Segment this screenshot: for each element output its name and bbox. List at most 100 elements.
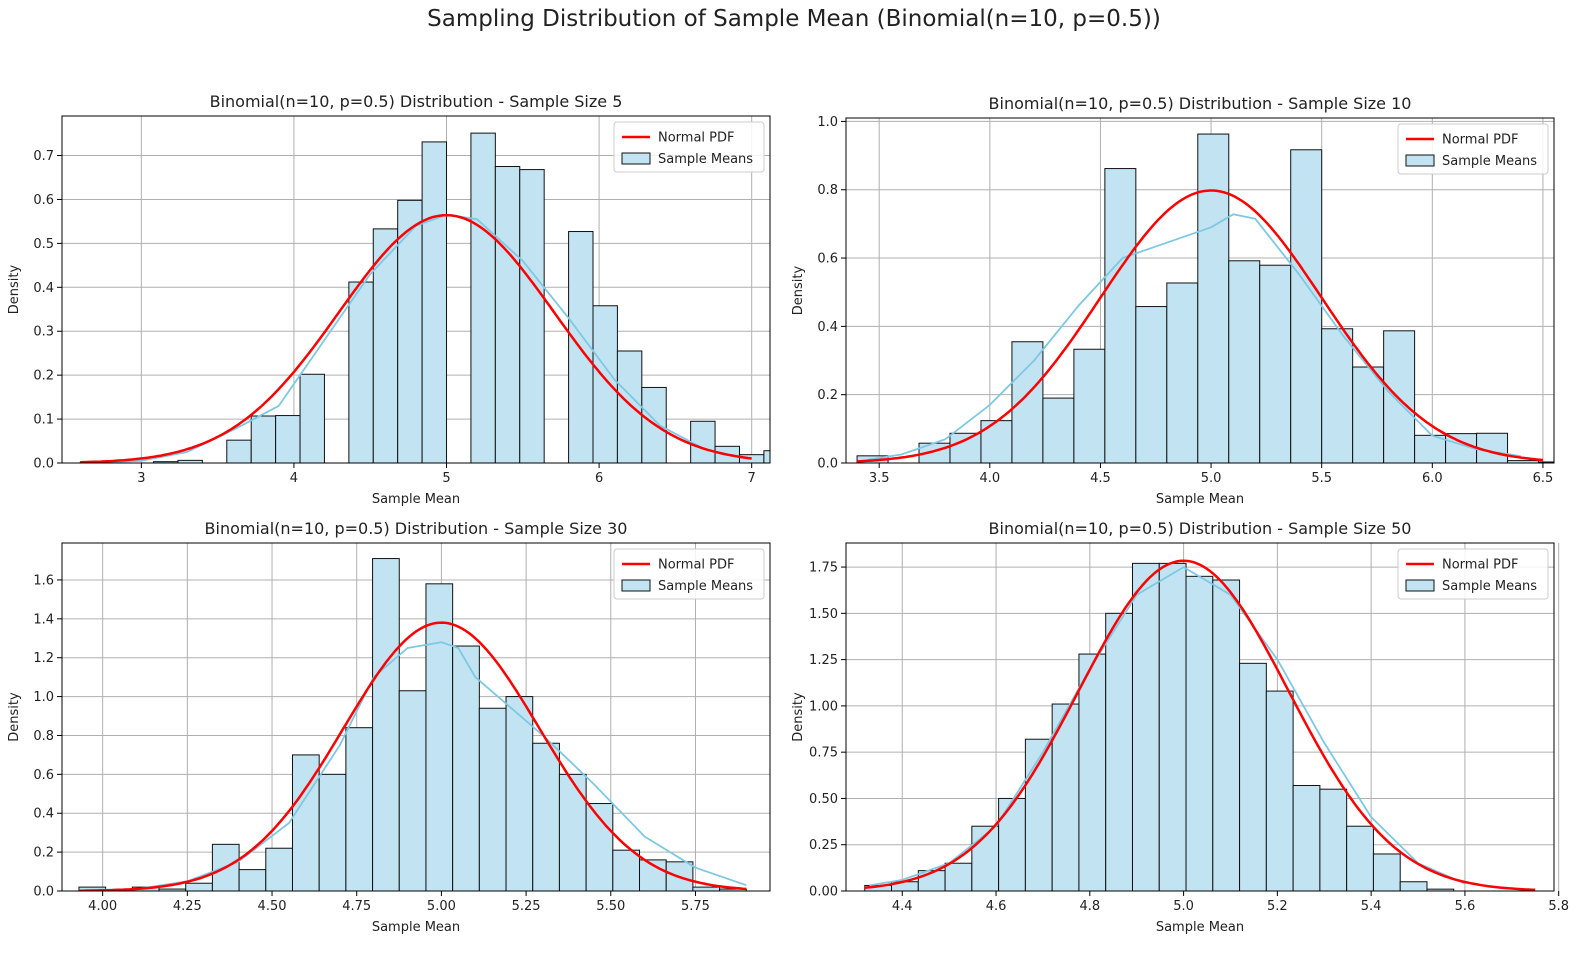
- x-tick-label: 5.8: [1548, 899, 1569, 914]
- y-tick-label: 1.75: [809, 561, 838, 576]
- y-tick-label: 0.6: [817, 252, 838, 267]
- kde-curve: [869, 566, 1466, 887]
- histogram-bar: [592, 305, 618, 463]
- y-tick-label: 0.7: [33, 149, 54, 164]
- x-tick-label: 5.4: [1361, 899, 1382, 914]
- normal-pdf-curve: [857, 189, 1544, 463]
- x-tick-label: 4.75: [342, 899, 371, 914]
- x-tick-label: 5.50: [596, 899, 625, 914]
- histogram-bar: [519, 169, 545, 463]
- x-tick-label: 4.5: [1090, 471, 1111, 486]
- y-tick-label: 0.2: [817, 388, 838, 403]
- x-axis-label: Sample Mean: [1156, 920, 1244, 935]
- y-tick-label: 1.6: [33, 573, 54, 588]
- legend: Normal PDF Sample Means: [1397, 123, 1549, 175]
- x-tick-label: 4: [290, 471, 298, 486]
- plot-area: [864, 559, 1536, 891]
- histogram-bar: [612, 849, 641, 891]
- histogram-bar: [690, 420, 716, 463]
- y-tick-label: 0.50: [809, 792, 838, 807]
- x-tick-label: 4.8: [1079, 899, 1100, 914]
- subplot-3: 4.00 4.25 4.50 4.75 5.00 5.25 5.50 5.75 0.0 0.2 0.…: [7, 519, 771, 935]
- y-tick-label: 0.8: [817, 183, 838, 198]
- histogram-bar: [250, 415, 277, 463]
- x-axis-label: Sample Mean: [372, 492, 460, 507]
- legend: Normal PDF Sample Means: [1397, 548, 1549, 600]
- legend-bar-swatch: [1405, 154, 1435, 167]
- y-axis-label: Density: [791, 692, 806, 742]
- histogram-bar: [585, 803, 614, 891]
- normal-pdf-curve: [864, 559, 1536, 891]
- axes-frame: [61, 115, 771, 464]
- x-tick-label: 7: [748, 471, 756, 486]
- histogram-bar: [1372, 853, 1401, 891]
- histogram-bar: [998, 797, 1026, 891]
- y-tick-label: 1.2: [33, 651, 54, 666]
- histogram-bar: [1383, 330, 1416, 463]
- y-tick-label: 0.4: [33, 807, 54, 822]
- x-tick-label: 5.0: [1173, 899, 1194, 914]
- x-tick-label: 5.5: [1311, 471, 1332, 486]
- histogram-bar: [1239, 662, 1267, 891]
- x-tick-label: 6.5: [1533, 471, 1554, 486]
- x-tick-label: 4.00: [88, 899, 117, 914]
- legend-box: [1397, 123, 1549, 175]
- y-tick-label: 1.0: [33, 690, 54, 705]
- histogram-bar: [275, 415, 301, 463]
- subplot-title: Binomial(n=10, p=0.5) Distribution - Sam…: [205, 519, 628, 538]
- x-tick-label: 5: [442, 471, 450, 486]
- histogram-bar: [1265, 690, 1294, 891]
- histogram-bar: [211, 843, 240, 891]
- y-axis-label: Density: [791, 265, 806, 315]
- y-tick-label: 0.4: [817, 320, 838, 335]
- histogram-bar: [1414, 434, 1447, 463]
- x-tick-label: 3: [137, 471, 145, 486]
- histogram-bar: [616, 350, 643, 463]
- x-axis-label: Sample Mean: [372, 920, 460, 935]
- histogram-bar: [372, 228, 399, 463]
- legend-bar-label: Sample Means: [1442, 579, 1537, 594]
- histogram-bar: [1078, 653, 1107, 891]
- histogram-bar: [226, 439, 252, 463]
- histogram-bar: [372, 558, 400, 891]
- y-tick-label: 0.8: [33, 729, 54, 744]
- subplot-title: Binomial(n=10, p=0.5) Distribution - Sam…: [210, 92, 623, 111]
- y-tick-label: 0.0: [817, 457, 838, 472]
- histogram-bar: [238, 869, 267, 891]
- legend-bar-swatch: [621, 152, 651, 165]
- x-tick-label: 5.0: [1201, 471, 1222, 486]
- subplot-title: Binomial(n=10, p=0.5) Distribution - Sam…: [989, 94, 1412, 113]
- axes-frame: [61, 542, 771, 892]
- histogram-bar: [532, 742, 560, 891]
- x-tick-label: 4.0: [979, 471, 1000, 486]
- histogram-bar: [478, 707, 507, 891]
- legend: Normal PDF Sample Means: [613, 121, 765, 173]
- histogram-bar: [1346, 825, 1374, 891]
- histogram-bar: [763, 450, 770, 463]
- y-tick-label: 1.25: [809, 653, 838, 668]
- y-axis-label: Density: [7, 264, 22, 314]
- legend-bar-label: Sample Means: [658, 152, 753, 167]
- histogram-bar: [397, 199, 423, 463]
- legend-normal-label: Normal PDF: [658, 558, 735, 573]
- subplot-2: 3.5 4.0 4.5 5.0 5.5 6.0 6.5 0.0 0.2 0.4 0.6 0.8 1.0 S…: [791, 94, 1555, 507]
- legend-normal-label: Normal PDF: [1442, 558, 1519, 573]
- y-tick-label: 0.1: [33, 413, 54, 428]
- y-tick-label: 1.4: [33, 612, 54, 627]
- legend-normal-label: Normal PDF: [1442, 133, 1519, 148]
- x-axis-label: Sample Mean: [1156, 492, 1244, 507]
- x-tick-label: 5.2: [1267, 899, 1288, 914]
- plot-area: [856, 133, 1554, 463]
- histogram-bar: [1104, 168, 1137, 463]
- histogram-bar: [1290, 149, 1323, 463]
- histogram-bar: [949, 432, 982, 463]
- normal-pdf-curve: [80, 213, 752, 463]
- histogram-bar: [452, 645, 480, 891]
- histogram-bar: [1259, 264, 1292, 463]
- y-tick-label: 0.0: [33, 457, 54, 472]
- histogram-bar: [494, 166, 521, 463]
- y-tick-label: 0.00: [809, 885, 838, 900]
- y-tick-label: 0.4: [33, 281, 54, 296]
- histogram-bar: [505, 696, 534, 891]
- y-tick-label: 0.0: [33, 885, 54, 900]
